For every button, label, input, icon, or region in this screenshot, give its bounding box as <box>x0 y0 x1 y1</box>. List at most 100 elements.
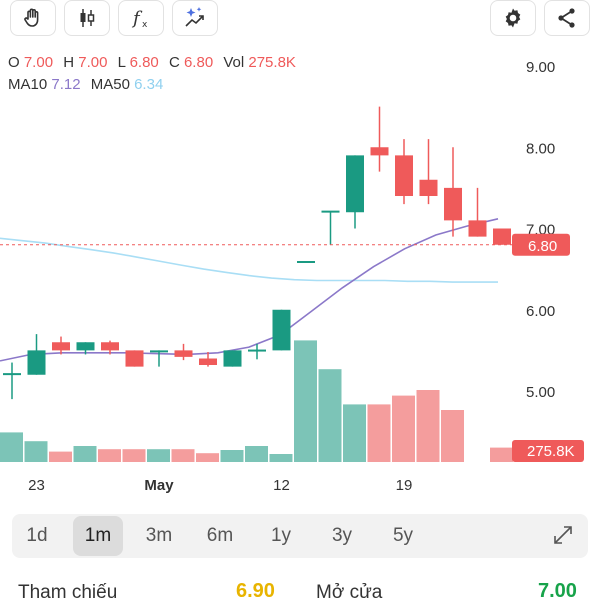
candle-body <box>248 349 266 352</box>
candle-body <box>419 179 438 196</box>
ma10-label: MA10 <box>8 76 48 93</box>
open-price-value: 7.00 <box>538 580 577 600</box>
volume-bar <box>269 454 293 462</box>
ma50-line <box>0 237 498 283</box>
y-tick-label: 9.00 <box>526 59 555 76</box>
y-tick-label: 8.00 <box>526 140 555 157</box>
close-label: C <box>168 54 180 71</box>
high-value: 7.00 <box>78 54 108 71</box>
chart-type-button[interactable] <box>64 0 110 36</box>
last-price-badge <box>512 233 570 256</box>
volume-bar <box>220 450 244 462</box>
volume-bar <box>0 432 23 462</box>
low-value: 6.80 <box>129 54 159 71</box>
candle-body <box>52 342 70 351</box>
volume-bar <box>416 390 440 462</box>
ma50-value: 6.34 <box>134 76 164 93</box>
candle-body <box>370 147 389 156</box>
hand-icon <box>24 8 39 27</box>
ma10-value: 7.12 <box>51 76 81 93</box>
last-price-label: 6.80 <box>528 238 557 255</box>
volume-bar <box>367 404 391 462</box>
volume-bar <box>245 446 268 462</box>
y-tick-label: 6.00 <box>526 303 555 320</box>
timeframe-3m[interactable]: 3m <box>145 525 173 546</box>
volume-value: 275.8K <box>248 54 296 71</box>
price-chart[interactable]: 5.00 6.00 7.00 8.00 9.00 6.80 275.8K 23 May 12 19 <box>0 0 600 500</box>
timeframe-3y[interactable]: 3y <box>331 525 353 546</box>
candle-body <box>223 350 242 367</box>
candle-body <box>125 350 144 367</box>
open-value: 7.00 <box>23 54 54 71</box>
high-label: H <box>63 54 75 71</box>
function-icon: f x <box>131 8 148 30</box>
open-price-label: Mở cửa <box>316 582 383 600</box>
reference-price-label: Tham chiếu <box>18 582 118 600</box>
x-tick-label: 19 <box>396 477 413 494</box>
volume-bar <box>490 447 513 462</box>
volume-bar <box>294 340 317 462</box>
open-label: O <box>8 54 20 71</box>
volume-bar <box>171 449 195 462</box>
volume-bar <box>318 369 342 462</box>
volume-bar <box>196 453 219 462</box>
candle-body <box>395 155 413 196</box>
candle-body <box>3 373 21 376</box>
volume-bar <box>147 449 170 462</box>
volume-bar <box>98 449 121 462</box>
y-tick-label: 5.00 <box>526 384 555 401</box>
hand-tool-button[interactable] <box>10 0 56 36</box>
volume-label: Vol <box>223 54 245 71</box>
candle-body <box>101 342 119 351</box>
ai-insights-button[interactable] <box>172 0 218 36</box>
volume-bar <box>441 410 464 462</box>
timeframe-1d[interactable]: 1d <box>26 525 48 546</box>
volume-bar <box>24 441 48 462</box>
reference-price-value: 6.90 <box>236 580 275 600</box>
share-icon <box>558 8 575 28</box>
candle-body <box>27 350 46 375</box>
x-tick-label: 23 <box>28 477 45 494</box>
settings-button[interactable] <box>490 0 536 36</box>
gear-icon <box>505 8 521 28</box>
timeframe-1m[interactable]: 1m <box>73 516 123 556</box>
volume-bar <box>73 446 97 462</box>
svg-text:x: x <box>142 20 148 30</box>
timeframe-1y[interactable]: 1y <box>270 525 292 546</box>
candle-body <box>493 228 511 245</box>
sparkle-chart-icon <box>185 7 204 27</box>
x-tick-label: May <box>144 477 174 494</box>
expand-icon[interactable] <box>550 522 576 548</box>
ma-legend: MA10 7.12 MA50 6.34 <box>8 76 163 93</box>
price-summary: Tham chiếu 6.90 Mở cửa 7.00 <box>0 578 600 600</box>
candle-body <box>444 187 462 221</box>
timeframe-6m[interactable]: 6m <box>206 525 234 546</box>
candle-body <box>321 210 340 213</box>
low-label: L <box>117 54 126 71</box>
candle-body <box>346 155 364 213</box>
candle-body <box>76 342 95 351</box>
volume-bar <box>392 395 415 462</box>
chart-toolbar: f x <box>0 0 600 40</box>
candlestick-icon <box>80 9 95 27</box>
candle-body <box>468 220 487 237</box>
candle-body <box>272 309 291 351</box>
volume-bar <box>49 451 72 462</box>
share-button[interactable] <box>544 0 590 36</box>
last-volume-badge <box>512 440 584 462</box>
volume-bar <box>122 449 146 462</box>
ma50-label: MA50 <box>90 76 130 93</box>
timeframe-selector: 1d 1m 3m 6m 1y 3y 5y <box>12 514 588 558</box>
candle-body <box>297 261 315 263</box>
ma10-line <box>0 218 499 362</box>
indicators-button[interactable]: f x <box>118 0 164 36</box>
ohlc-legend: O 7.00 H 7.00 L 6.80 C 6.80 Vol 275.8K <box>8 54 302 71</box>
last-volume-label: 275.8K <box>527 443 575 460</box>
volume-bar <box>343 404 366 462</box>
candle-body <box>199 358 217 365</box>
candle-body <box>150 350 168 353</box>
x-tick-label: 12 <box>273 477 290 494</box>
close-value: 6.80 <box>183 54 214 71</box>
timeframe-5y[interactable]: 5y <box>392 525 414 546</box>
candle-body <box>174 350 193 357</box>
